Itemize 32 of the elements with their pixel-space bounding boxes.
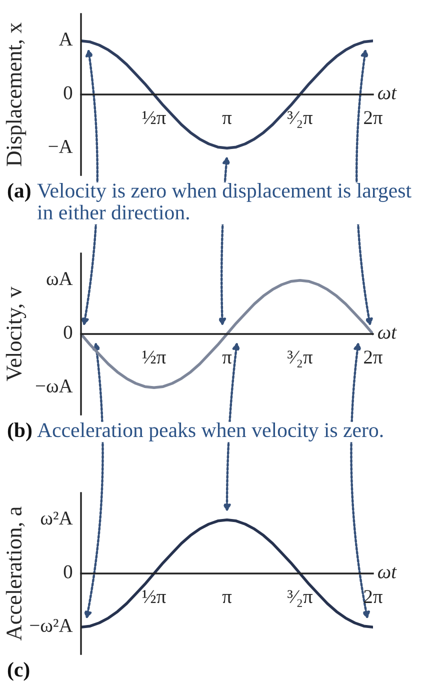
text: −A — [48, 140, 73, 153]
x-tick-label: ½π — [142, 111, 166, 124]
y-axis-title: Displacement, x — [6, 22, 26, 166]
x-tick-label: ³⁄₂π — [288, 590, 313, 607]
y-axis-title: Acceleration, a — [6, 506, 25, 641]
x-axis-title: ωt — [378, 88, 397, 100]
text: Acceleration peaks when velocity is zero. — [37, 422, 383, 442]
text: A — [58, 32, 73, 46]
x-tick-label: π — [222, 115, 232, 124]
text: Velocity is zero when displacement is largest in either direction. — [37, 183, 412, 220]
x-tick-label: π — [222, 594, 232, 604]
text: ωA — [46, 272, 73, 286]
x-axis-title: ωt — [378, 328, 397, 339]
y-axis-title: Velocity, v — [6, 286, 26, 382]
text: −ω²A — [30, 619, 73, 632]
text: (b) — [8, 422, 32, 442]
x-tick-label: ½π — [142, 590, 166, 604]
x-tick-label: ½π — [142, 350, 166, 364]
x-tick-label: 2π — [364, 350, 382, 364]
text: (a) — [8, 183, 30, 202]
text: 0 — [64, 565, 72, 578]
text: ω²A — [40, 512, 73, 525]
x-tick-label: 2π — [364, 590, 382, 604]
text: (c) — [8, 662, 30, 681]
text: −ωA — [36, 380, 73, 393]
text: 0 — [64, 326, 72, 339]
text: 0 — [64, 86, 72, 100]
x-tick-label: π — [222, 354, 232, 364]
x-tick-label: 2π — [364, 111, 382, 124]
x-axis-title: ωt — [378, 567, 397, 578]
x-tick-label: ³⁄₂π — [288, 111, 313, 128]
x-tick-label: ³⁄₂π — [288, 350, 313, 368]
